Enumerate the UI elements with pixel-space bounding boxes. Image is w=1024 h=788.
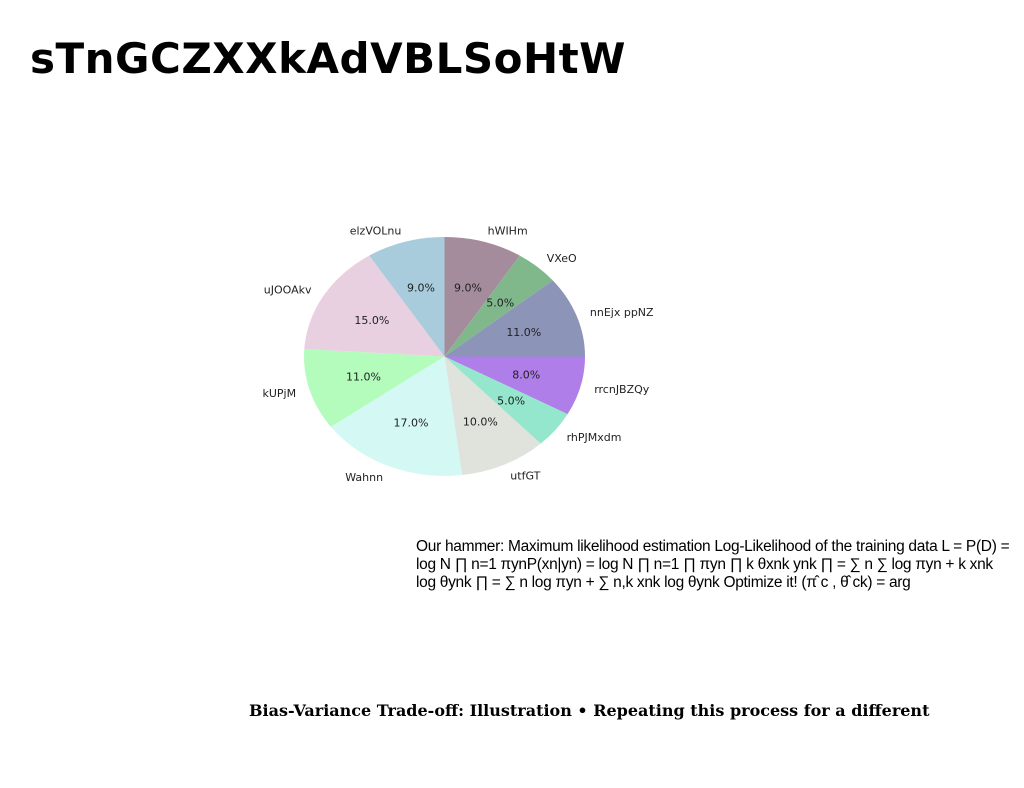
slide-caption: Bias-Variance Trade-off: Illustration • … <box>249 701 930 720</box>
pie-category-label: utfGT <box>510 469 540 482</box>
pie-percent-label: 17.0% <box>394 416 429 429</box>
pie-percent-label: 9.0% <box>407 282 435 295</box>
formula-text: Our hammer: Maximum likelihood estimatio… <box>416 538 1010 591</box>
pie-category-label: uJOOAkv <box>264 284 312 297</box>
pie-percent-labels: 9.0% 5.0% 11.0% 8.0% 5.0% 10.0% 17.0% 11.0% 15.0… <box>346 282 541 430</box>
pie-slice-hwihm <box>444 237 520 357</box>
pie-slice-nnejx-ppnz <box>444 280 585 357</box>
pie-slice-kupjm <box>304 349 445 427</box>
pie-percent-label: 11.0% <box>346 371 381 384</box>
pie-slice-rhpjmxdm <box>444 356 568 444</box>
pie-percent-label: 10.0% <box>463 415 498 428</box>
pie-percent-label: 15.0% <box>354 314 389 327</box>
pie-category-label: elzVOLnu <box>350 224 402 237</box>
pie-category-label: rhPJMxdm <box>567 431 622 444</box>
pie-percent-label: 5.0% <box>497 394 525 407</box>
pie-slice-vxeo <box>444 255 553 357</box>
page-title: sTnGCZXXkAdVBLSoHtW <box>30 34 627 83</box>
pie-slice-utfgt <box>444 356 541 476</box>
pie-slice-wahnn <box>330 356 463 477</box>
pie-category-label: kUPjM <box>262 387 296 400</box>
pie-percent-label: 5.0% <box>486 297 514 310</box>
pie-category-label: Wahnn <box>345 471 383 484</box>
pie-category-label: nnEjx ppNZ <box>590 306 654 319</box>
pie-category-labels: hWIHm VXeO nnEjx ppNZ rrcnJBZQy rhPJMxdm utfG… <box>262 224 654 484</box>
pie-slice-elzvolnu <box>369 237 445 357</box>
pie-slices <box>304 237 585 477</box>
pie-percent-label: 9.0% <box>454 282 482 295</box>
pie-category-label: VXeO <box>547 252 577 265</box>
pie-slice-rrcnjbzqy <box>444 356 585 415</box>
pie-percent-label: 11.0% <box>506 326 541 339</box>
pie-category-label: hWIHm <box>488 224 528 237</box>
pie-category-label: rrcnJBZQy <box>594 383 650 396</box>
pie-percent-label: 8.0% <box>512 368 540 381</box>
pie-slice-ujooakv <box>304 255 445 357</box>
